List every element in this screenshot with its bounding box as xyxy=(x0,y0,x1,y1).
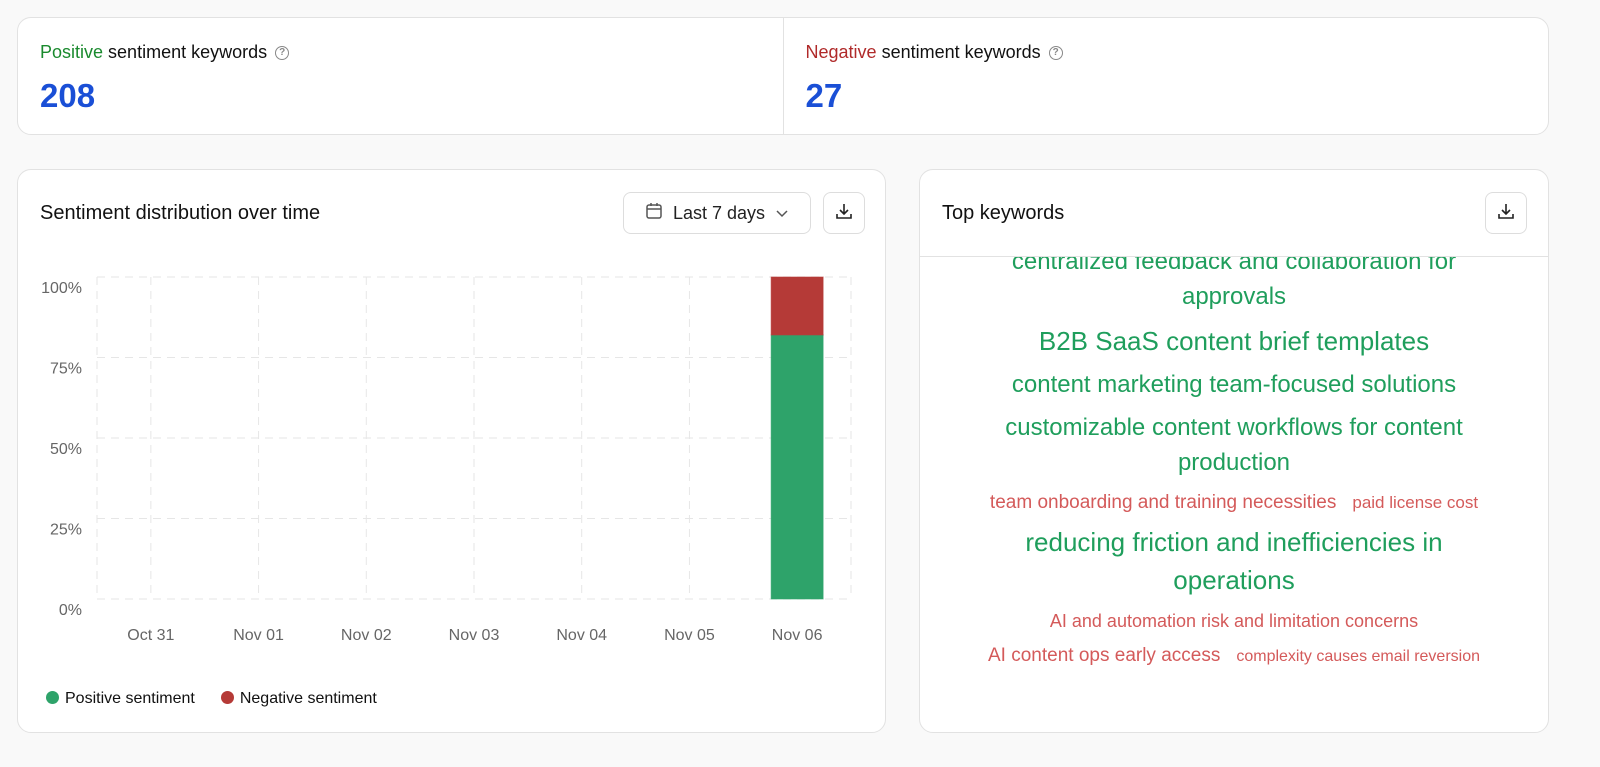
positive-label: Positive xyxy=(40,42,104,62)
download-keywords-button[interactable] xyxy=(1485,192,1527,234)
negative-count: 27 xyxy=(805,77,843,114)
y-tick-label: 25% xyxy=(50,522,82,539)
download-icon xyxy=(834,201,854,226)
download-icon xyxy=(1496,201,1516,226)
keyword-negative[interactable]: team onboarding and training necessities xyxy=(989,491,1337,513)
y-tick-label: 0% xyxy=(59,602,82,619)
keyword-negative[interactable]: AI content ops early access xyxy=(988,644,1221,666)
keyword-positive[interactable]: customizable content workflows for conte… xyxy=(1005,414,1463,476)
keyword-negative[interactable]: AI and automation risk and limitation co… xyxy=(1049,610,1419,631)
x-tick-label: Nov 01 xyxy=(233,627,284,644)
keywords-title: Top keywords xyxy=(942,202,1065,224)
stacked-bar-chart: 0% 25% 50% 75% 100% Oct 31 Nov 01 Nov 02 Nov 03 N… xyxy=(41,276,852,644)
top-keywords-card: Top keywords centralized feedback and co… xyxy=(919,169,1549,733)
date-range-label: Last 7 days xyxy=(672,202,766,223)
chart-legend: Positive sentiment Negative sentiment xyxy=(46,690,377,708)
legend-positive[interactable]: Positive sentiment xyxy=(46,690,195,708)
keyword-positive[interactable]: centralized feedback and collaboration f… xyxy=(1011,257,1457,310)
help-icon[interactable]: ? xyxy=(275,45,290,60)
x-tick-label: Nov 02 xyxy=(341,627,392,644)
chevron-down-icon xyxy=(775,203,789,224)
chart-title: Sentiment distribution over time xyxy=(40,202,321,224)
x-tick-label: Oct 31 xyxy=(127,627,174,644)
y-tick-label: 50% xyxy=(50,441,82,458)
keyword-negative[interactable]: complexity causes email reversion xyxy=(1236,647,1480,665)
negative-stat: Negative sentiment keywords? 27 xyxy=(782,18,1549,134)
bar-positive-sentiment xyxy=(770,334,824,600)
legend-negative[interactable]: Negative sentiment xyxy=(220,690,377,708)
keyword-positive[interactable]: reducing friction and inefficiencies in … xyxy=(1025,527,1443,595)
y-tick-label: 75% xyxy=(50,361,82,378)
stats-card: Positive sentiment keywords? 208 Negativ… xyxy=(17,17,1549,135)
keyword-cloud[interactable]: centralized feedback and collaboration f… xyxy=(920,257,1548,732)
keyword-positive[interactable]: content marketing team-focused solutions xyxy=(1011,371,1457,399)
x-tick-label: Nov 05 xyxy=(664,627,715,644)
x-tick-label: Nov 06 xyxy=(772,627,823,644)
download-chart-button[interactable] xyxy=(823,192,865,234)
keyword-positive[interactable]: B2B SaaS content brief templates xyxy=(1038,325,1430,356)
stat-label: sentiment keywords xyxy=(881,42,1041,62)
stat-label: sentiment keywords xyxy=(108,42,268,62)
x-tick-label: Nov 04 xyxy=(556,627,607,644)
help-icon[interactable]: ? xyxy=(1048,45,1063,60)
negative-label: Negative xyxy=(805,42,877,62)
x-tick-label: Nov 03 xyxy=(449,627,500,644)
positive-count: 208 xyxy=(40,77,96,114)
date-range-select[interactable]: Last 7 days xyxy=(623,192,811,234)
sentiment-chart-card: Sentiment distribution over time Last 7 … xyxy=(17,169,886,733)
calendar-icon xyxy=(645,202,663,225)
positive-stat: Positive sentiment keywords? 208 xyxy=(18,18,783,134)
bar-negative-sentiment xyxy=(770,276,824,336)
keyword-negative[interactable]: paid license cost xyxy=(1352,492,1479,512)
y-tick-label: 100% xyxy=(41,280,82,297)
